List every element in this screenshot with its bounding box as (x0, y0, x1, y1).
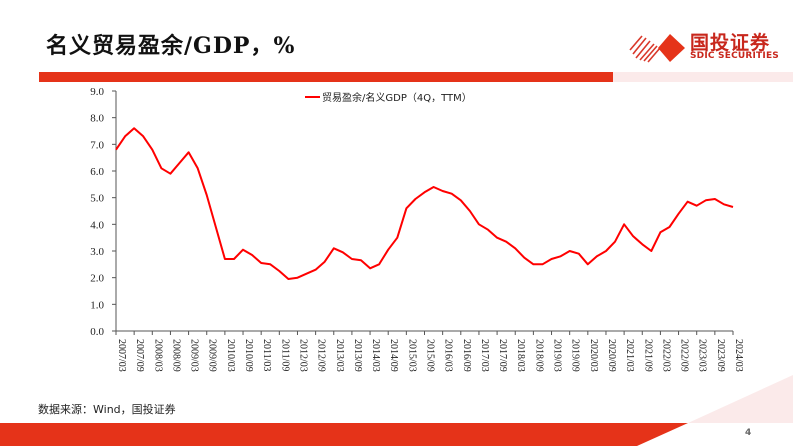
y-tick-label: 1.0 (90, 299, 104, 311)
x-tick-label: 2010/03 (225, 339, 236, 372)
x-tick-label: 2013/03 (334, 339, 345, 372)
title-underline-bar-light (613, 72, 793, 82)
y-tick-label: 4.0 (90, 219, 104, 231)
logo-mark-icon (629, 34, 685, 63)
x-tick-label: 2018/03 (515, 339, 526, 372)
x-tick-label: 2011/03 (261, 339, 272, 371)
page-number: 4 (745, 428, 752, 438)
x-tick-label: 2015/03 (406, 339, 417, 372)
x-tick-label: 2019/09 (570, 339, 581, 372)
y-tick-label: 3.0 (90, 246, 104, 258)
x-tick-label: 2020/09 (606, 339, 617, 372)
x-tick-label: 2011/09 (279, 339, 290, 371)
x-tick-label: 2019/03 (552, 339, 563, 372)
x-tick-label: 2021/03 (624, 339, 635, 372)
x-tick-label: 2023/09 (715, 339, 726, 372)
x-tick-label: 2012/09 (316, 339, 327, 372)
x-tick-label: 2014/09 (388, 339, 399, 372)
x-tick-label: 2016/09 (461, 339, 472, 372)
title-underline-bar (39, 72, 613, 82)
logo-chinese-text: 国投证券 (690, 32, 771, 54)
company-logo: 国投证券 SDIC SECURITIES (628, 28, 788, 64)
x-tick-label: 2009/03 (189, 339, 200, 372)
y-tick-label: 7.0 (90, 139, 104, 151)
y-tick-label: 0.0 (90, 326, 104, 338)
x-tick-label: 2009/09 (207, 339, 218, 372)
x-tick-label: 2020/03 (588, 339, 599, 372)
x-tick-label: 2016/03 (443, 339, 454, 372)
legend-label: 贸易盈余/名义GDP（4Q，TTM） (322, 91, 472, 104)
x-tick-label: 2007/03 (116, 339, 127, 372)
y-tick-label: 8.0 (90, 113, 104, 125)
x-tick-label: 2008/03 (152, 339, 163, 372)
x-tick-label: 2017/09 (497, 339, 508, 372)
x-tick-label: 2017/03 (479, 339, 490, 372)
series-line (115, 127, 734, 280)
y-tick-label: 9.0 (90, 86, 104, 98)
x-tick-label: 2007/09 (134, 339, 145, 372)
x-tick-label: 2008/09 (170, 339, 181, 372)
x-tick-label: 2021/09 (642, 339, 653, 372)
y-tick-label: 5.0 (90, 193, 104, 205)
page-title: 名义贸易盈余/GDP，% (46, 33, 296, 59)
x-tick-label: 2012/03 (297, 339, 308, 372)
x-tick-label: 2018/09 (533, 339, 544, 372)
y-tick-label: 2.0 (90, 273, 104, 285)
data-source-note: 数据来源：Wind，国投证券 (38, 403, 176, 416)
logo-english-text: SDIC SECURITIES (690, 51, 779, 61)
x-tick-label: 2022/09 (679, 339, 690, 372)
x-tick-label: 2013/09 (352, 339, 363, 372)
x-tick-label: 2010/09 (243, 339, 254, 372)
x-tick-label: 2015/09 (425, 339, 436, 372)
line-chart: 0.0 1.0 2.0 3.0 4.0 5.0 6.0 7.0 8.0 9.0 2007/03 200… (90, 86, 744, 372)
x-tick-label: 2014/03 (370, 339, 381, 372)
y-tick-label: 6.0 (90, 166, 104, 178)
x-tick-label: 2022/03 (660, 339, 671, 372)
x-tick-label: 2024/03 (733, 339, 744, 372)
x-tick-label: 2023/03 (697, 339, 708, 372)
